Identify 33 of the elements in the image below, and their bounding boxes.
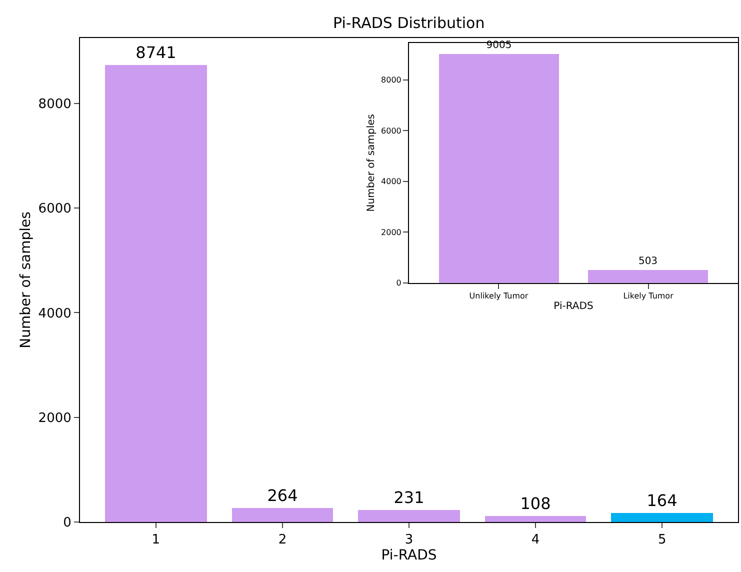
y-axis-title: Number of samples xyxy=(366,114,378,212)
bar xyxy=(105,65,207,522)
y-tick-label: 0 xyxy=(63,516,72,531)
data-label: 164 xyxy=(646,491,678,510)
data-label: 503 xyxy=(638,256,658,267)
data-label: 8741 xyxy=(136,43,176,62)
bar xyxy=(232,508,333,522)
bar xyxy=(485,516,586,522)
y-tick-label: 6000 xyxy=(381,126,402,136)
bar xyxy=(611,513,713,522)
chart-title: Pi-RADS Distribution xyxy=(333,14,485,32)
x-axis-title: Pi-RADS xyxy=(381,548,437,564)
y-axis-title: Number of samples xyxy=(18,212,34,348)
y-tick-label: 8000 xyxy=(38,96,72,112)
y-tick-label: 0 xyxy=(396,278,402,288)
x-tick-label: 3 xyxy=(404,532,414,548)
bar xyxy=(358,510,460,522)
y-tick-label: 4000 xyxy=(381,177,402,186)
x-tick-label: Unlikely Tumor xyxy=(469,292,529,301)
x-tick-label: 4 xyxy=(531,532,540,548)
x-tick-label: 2 xyxy=(278,532,287,548)
x-axis-title: Pi-RADS xyxy=(554,301,594,312)
x-tick-label: Likely Tumor xyxy=(623,292,674,301)
data-label: 108 xyxy=(520,494,551,513)
y-tick-label: 6000 xyxy=(38,202,72,217)
y-tick-label: 2000 xyxy=(38,410,72,426)
data-label: 231 xyxy=(394,488,424,507)
y-tick-label: 4000 xyxy=(38,306,72,322)
x-tick-label: 5 xyxy=(658,532,666,548)
y-tick-label: 8000 xyxy=(381,76,402,85)
y-tick-label: 2000 xyxy=(381,228,402,237)
x-tick-label: 1 xyxy=(152,532,160,548)
data-label: 264 xyxy=(267,486,298,505)
